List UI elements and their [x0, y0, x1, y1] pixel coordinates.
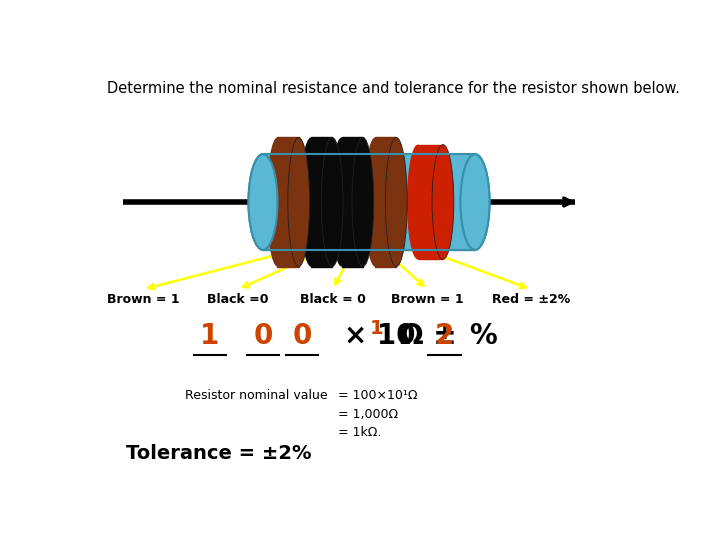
Ellipse shape: [385, 138, 408, 267]
Ellipse shape: [288, 138, 310, 267]
Text: 0: 0: [253, 322, 273, 349]
Bar: [375, 138, 396, 267]
Ellipse shape: [300, 138, 322, 267]
Ellipse shape: [461, 154, 490, 250]
Text: × 10: × 10: [344, 322, 415, 349]
Text: 1: 1: [369, 319, 383, 338]
Text: Tolerance = ±2%: Tolerance = ±2%: [126, 444, 312, 463]
Text: = 1kΩ.: = 1kΩ.: [338, 426, 382, 439]
Ellipse shape: [248, 154, 277, 250]
Ellipse shape: [248, 154, 277, 250]
Text: 2: 2: [435, 322, 454, 349]
Ellipse shape: [461, 154, 490, 250]
Ellipse shape: [432, 145, 454, 259]
Bar: [263, 154, 475, 250]
Ellipse shape: [321, 138, 343, 267]
Text: Brown = 1: Brown = 1: [107, 293, 179, 306]
Text: %: %: [469, 322, 498, 349]
Text: Black = 0: Black = 0: [300, 293, 366, 306]
Ellipse shape: [407, 145, 428, 259]
Bar: [418, 145, 443, 259]
Bar: [342, 138, 363, 267]
Text: Determine the nominal resistance and tolerance for the resistor shown below.: Determine the nominal resistance and tol…: [107, 82, 680, 97]
Text: Resistor nominal value: Resistor nominal value: [185, 389, 328, 402]
Text: Ω ±: Ω ±: [400, 322, 456, 349]
Text: Black =0: Black =0: [207, 293, 269, 306]
Text: 0: 0: [292, 322, 312, 349]
Text: = 1,000Ω: = 1,000Ω: [338, 408, 398, 421]
Ellipse shape: [266, 138, 289, 267]
Bar: [311, 138, 332, 267]
Text: = 100×10¹Ω: = 100×10¹Ω: [338, 389, 418, 402]
Ellipse shape: [330, 138, 353, 267]
Ellipse shape: [352, 138, 374, 267]
Text: Brown = 1: Brown = 1: [391, 293, 464, 306]
Text: Red = ±2%: Red = ±2%: [492, 293, 570, 306]
Ellipse shape: [364, 138, 386, 267]
Bar: [277, 138, 299, 267]
Text: 1: 1: [200, 322, 220, 349]
